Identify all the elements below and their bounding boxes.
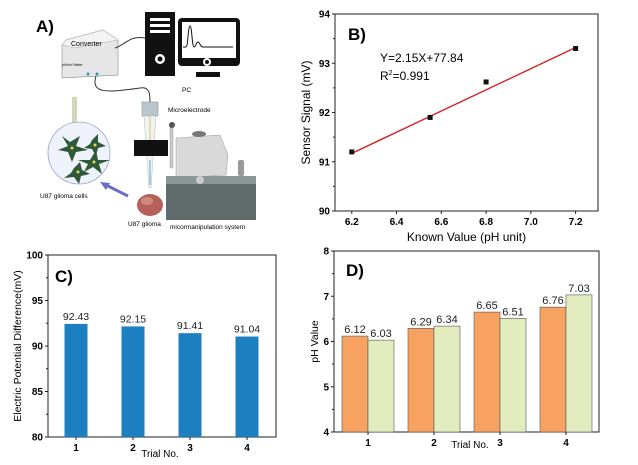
data-label: 92.15: [120, 313, 146, 325]
x-tick-label: 2: [431, 438, 437, 449]
pc-icon: PC: [145, 12, 240, 94]
converter-label: Converter: [71, 41, 102, 48]
y-tick-label: 95: [32, 296, 44, 307]
panel-label: D): [346, 261, 364, 280]
y-tick-label: 91: [319, 157, 331, 168]
data-label: 91.41: [177, 320, 203, 332]
data-point: [483, 79, 489, 85]
data-label: 7.03: [568, 283, 589, 295]
r-squared-prefix: R: [380, 69, 389, 83]
bar: [433, 325, 461, 433]
fit-equation: Y=2.15X+77.84: [380, 51, 464, 65]
data-point: [573, 45, 579, 51]
x-axis-label: Known Value (pH unit): [407, 230, 526, 244]
y-tick-label: 8: [323, 247, 329, 258]
panel-a-label: A): [36, 17, 54, 36]
x-tick-label: 7.0: [524, 217, 538, 228]
x-tick-label: 6.6: [434, 217, 448, 228]
x-tick-label: 1: [73, 443, 79, 454]
panel-c-chart: 80 85 90 95 100 C) 92.43 1 92.15 2 91.41 3 91.04 4 Tri…: [12, 251, 277, 460]
panel-d-chart: 4 5 6 7 8 D) 6.12 6.03 1 6.29 6.34 2 6.65 6.51 3 6.76 7.…: [309, 247, 600, 451]
x-axis-label: Trial No.: [451, 440, 488, 451]
plot-frame: [334, 13, 599, 212]
cells-label: U87 glioma cells: [40, 193, 88, 200]
bar: [367, 339, 395, 433]
glioma-tissue: U87 glioma: [128, 194, 163, 228]
microelectrode-label: Microelectrode: [168, 107, 211, 114]
bar: [473, 311, 501, 433]
data-label: 91.04: [234, 324, 260, 336]
panel-label: C): [55, 267, 73, 286]
cable: [94, 75, 151, 103]
y-tick-label: 92: [319, 108, 331, 119]
arrow-head-icon: [100, 182, 110, 190]
panel-b-chart: 90 91 92 93 94 B) 6.2 6.4 6.6 6.8 7.0 7.2 Y=2.15X+77…: [299, 10, 599, 244]
y-axis-label: Electric Potential Difference(mV): [12, 270, 24, 422]
data-label: 6.51: [502, 306, 523, 318]
x-tick-label: 1: [365, 438, 371, 449]
bar: [539, 306, 567, 433]
bar: [235, 336, 259, 437]
x-tick-label: 6.8: [479, 217, 493, 228]
bar: [499, 318, 527, 433]
fit-line: [351, 46, 576, 155]
data-label: 92.43: [63, 311, 89, 323]
y-axis-label: Sensor Signal (mV): [299, 60, 313, 164]
glioma-label: U87 glioma: [128, 221, 161, 228]
meter-label: pH/mV Meter: [62, 63, 83, 67]
data-point: [427, 114, 433, 120]
x-tick-label: 4: [563, 438, 569, 449]
bar: [64, 323, 88, 437]
x-tick-label: 7.2: [569, 217, 583, 228]
r-squared: R2=0.991: [380, 69, 430, 83]
x-tick-label: 3: [187, 443, 193, 454]
x-tick-label: 2: [130, 443, 136, 454]
data-label: 6.29: [410, 316, 431, 328]
y-tick-label: 6: [323, 337, 329, 348]
bar: [565, 294, 593, 433]
r-squared-sup: 2: [389, 70, 393, 77]
pc-label: PC: [182, 87, 191, 94]
y-tick-label: 90: [319, 207, 331, 218]
data-label: 6.65: [476, 300, 497, 312]
data-label: 6.34: [436, 314, 457, 326]
system-label: micormanipulation system: [170, 224, 245, 231]
bar: [341, 335, 369, 433]
cable: [114, 36, 146, 49]
converter-device: Converter pH/mV Meter: [61, 29, 119, 79]
x-tick-label: 6.4: [390, 217, 404, 228]
data-label: 6.03: [370, 328, 391, 340]
y-tick-label: 94: [319, 10, 331, 21]
x-tick-label: 4: [244, 443, 250, 454]
y-tick-label: 93: [319, 59, 331, 70]
x-axis-label: Trial No.: [141, 449, 178, 460]
panel-label: B): [348, 25, 366, 44]
micromanipulator: micormanipulation system: [134, 122, 256, 231]
data-label: 6.12: [344, 324, 365, 336]
y-tick-label: 4: [323, 428, 329, 439]
bar: [178, 333, 202, 437]
data-point: [349, 149, 355, 155]
y-tick-label: 100: [26, 251, 43, 262]
data-label: 6.76: [542, 295, 563, 307]
bar: [407, 328, 435, 433]
glioma-cells-dish: U87 glioma cells: [40, 97, 111, 200]
y-tick-label: 90: [32, 342, 44, 353]
y-tick-label: 80: [32, 433, 44, 444]
x-tick-label: 6.2: [345, 217, 359, 228]
y-tick-label: 5: [323, 382, 329, 393]
r-squared-value: =0.991: [393, 69, 430, 83]
bar: [121, 326, 145, 437]
panel-a-illustration: A) Converter pH/mV Meter PC: [36, 12, 256, 231]
y-tick-label: 85: [32, 387, 44, 398]
y-axis-label: pH Value: [309, 320, 321, 363]
x-tick-label: 3: [497, 438, 503, 449]
y-tick-label: 7: [323, 292, 329, 303]
